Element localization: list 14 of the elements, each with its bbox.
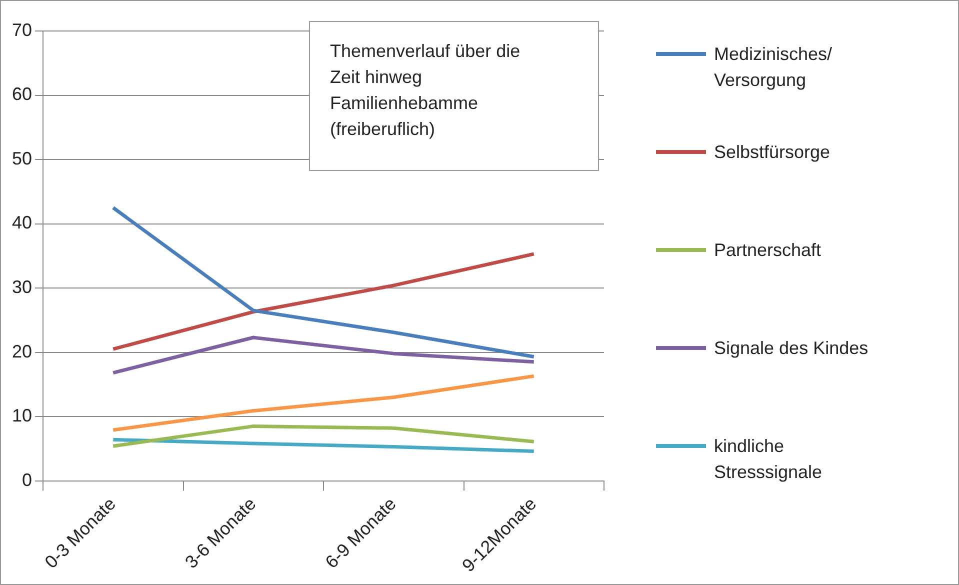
y-tick-label: 40	[12, 212, 32, 233]
legend-label: Partnerschaft	[714, 239, 822, 262]
legend-label: Signale des Kindes	[714, 337, 868, 360]
legend-label: Selbstfürsorge	[714, 141, 830, 164]
legend-label: Medizinisches/ Versorgung	[714, 43, 834, 92]
y-tick-label: 0	[22, 470, 32, 490]
y-tick-label: 20	[12, 341, 32, 362]
y-tick-label: 60	[12, 84, 32, 104]
y-tick-label: 50	[12, 148, 32, 168]
text-box: Themenverlauf über die Zeit hinweg Familienhebamme (freiberuflich)	[309, 21, 599, 171]
legend-label: kindliche Stresssignale	[714, 435, 824, 484]
y-tick-label: 10	[12, 406, 32, 426]
y-tick-label: 70	[12, 20, 32, 40]
y-tick-label: 30	[12, 276, 32, 297]
